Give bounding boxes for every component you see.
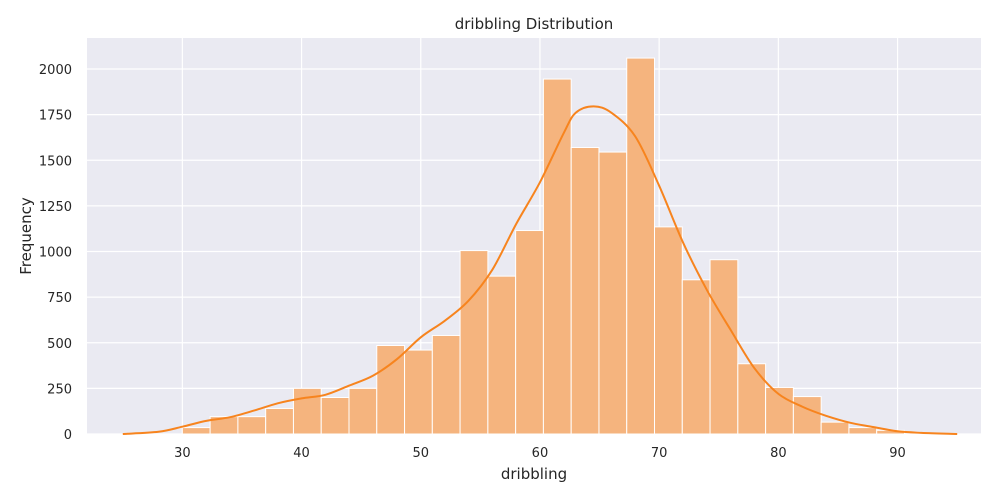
x-axis-ticks: 30 40 50 60 70 80 90 (174, 446, 906, 461)
histogram-bar (292, 387, 322, 435)
y-tick-label: 1250 (39, 200, 72, 215)
histogram-bar (792, 396, 822, 435)
x-tick-label: 80 (770, 446, 787, 461)
histogram-bar (404, 349, 433, 435)
histogram-bar (681, 279, 711, 435)
y-tick-label: 750 (47, 291, 72, 306)
chart-title: dribbling Distribution (455, 15, 614, 33)
x-axis-label: dribbling (501, 465, 567, 483)
histogram-bar (598, 151, 628, 435)
x-tick-label: 90 (889, 446, 906, 461)
histogram-bar (320, 397, 350, 435)
histogram-bar (181, 427, 211, 435)
y-tick-label: 250 (47, 382, 72, 397)
y-tick-label: 2000 (39, 63, 72, 78)
histogram-bar (265, 407, 294, 435)
x-tick-label: 40 (293, 446, 310, 461)
histogram-bar (737, 363, 767, 435)
histogram-bar (237, 416, 267, 435)
histogram-bar (820, 421, 850, 435)
y-tick-label: 1750 (39, 109, 72, 124)
histogram-bar (654, 226, 683, 435)
histogram-bar (487, 275, 517, 435)
histogram-bar (626, 57, 656, 435)
histogram-bar (515, 230, 544, 435)
y-tick-label: 1000 (39, 246, 72, 261)
histogram-bar (542, 78, 572, 435)
y-tick-label: 500 (47, 337, 72, 352)
histogram-bars (181, 57, 905, 435)
y-tick-label: 1500 (39, 154, 72, 169)
x-tick-label: 50 (412, 446, 429, 461)
histogram-bar (848, 427, 878, 435)
histogram-bar (459, 250, 489, 435)
x-tick-label: 60 (532, 446, 549, 461)
histogram-bar (431, 334, 461, 435)
x-tick-label: 70 (651, 446, 668, 461)
y-tick-label: 0 (64, 428, 72, 443)
histogram-bar (376, 344, 406, 435)
x-tick-label: 30 (174, 446, 191, 461)
kde-curve (122, 105, 958, 435)
histogram-bar (348, 387, 378, 435)
histogram-bar (709, 259, 739, 435)
y-axis-ticks: 0 250 500 750 1000 1250 1500 1750 2000 (39, 63, 72, 443)
histogram-bar (570, 146, 600, 435)
y-axis-label: Frequency (17, 197, 35, 275)
